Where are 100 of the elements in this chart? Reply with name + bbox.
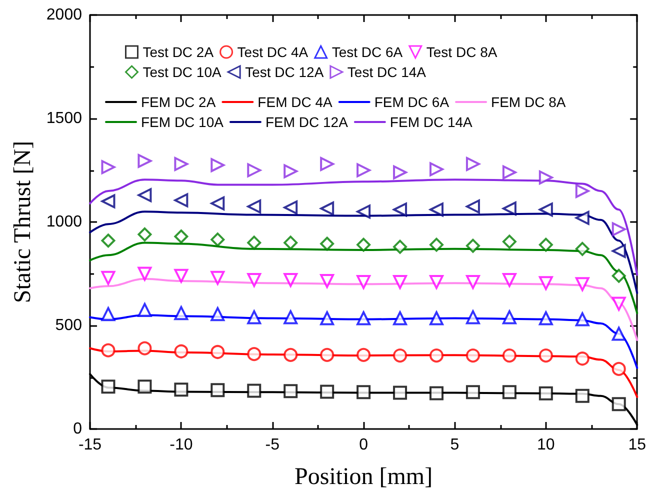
y-tick-label: 1000 [46,214,82,230]
point [101,234,116,248]
y-tick-label: 0 [73,420,82,438]
point [502,272,516,287]
point [502,165,516,180]
point [430,386,444,400]
legend-label: Test DC 6A [332,44,404,60]
point [393,311,408,326]
point [247,310,262,324]
point [320,348,334,362]
point [575,184,590,198]
point [466,238,480,253]
x-tick-label: -10 [170,436,193,454]
y-tick-label: 500 [55,317,82,334]
point [575,277,590,292]
point [101,380,116,394]
point [538,348,553,363]
point [393,348,408,363]
point [502,310,516,324]
point [356,275,371,290]
point [284,384,298,398]
point [138,341,152,356]
point [138,302,152,317]
point [210,383,225,398]
point [247,236,262,250]
y-tick-label: 2000 [46,6,82,24]
point [174,193,188,208]
point [430,348,444,363]
point [356,385,371,400]
point [538,238,553,252]
legend-label: Test DC 4A [237,44,309,60]
point [210,345,225,359]
point [356,238,371,252]
point [320,202,334,216]
point [393,165,408,180]
point [320,384,334,399]
x-tick-label: 0 [359,436,368,454]
point [210,232,225,247]
point [138,266,152,281]
point [138,227,152,242]
legend-label: Test DC 2A [142,44,214,60]
point [356,348,371,362]
point [247,163,262,178]
point [210,196,225,210]
point [612,244,626,258]
point [538,386,553,400]
point [393,240,408,254]
point [575,312,590,326]
point [284,164,298,178]
x-axis-title: Position [mm] [294,464,433,490]
point [101,194,116,208]
legend-label: FEM DC 4A [258,94,334,110]
point [138,188,152,202]
point [466,199,480,214]
point [247,272,262,287]
point [612,397,626,412]
point [466,275,480,290]
point [502,234,516,249]
point [320,274,334,288]
point [612,222,626,236]
point [320,311,334,326]
point [466,348,480,363]
legend-label: FEM DC 14A [390,114,474,130]
point [466,157,480,172]
point [247,347,262,362]
point [430,238,444,252]
point [101,343,116,358]
point [210,270,225,285]
point [612,362,626,376]
point [612,296,626,311]
point [538,276,553,290]
legend-label: Test DC 12A [245,64,324,80]
point [430,311,444,326]
point [101,160,116,174]
point [575,210,590,225]
point [174,268,188,283]
point [502,202,516,216]
point [284,348,298,362]
point [356,311,371,326]
point [174,157,188,172]
point [210,158,225,172]
point [138,154,152,168]
point [575,352,590,366]
point [138,380,152,394]
point [612,326,626,341]
point [247,199,262,214]
point [538,170,553,184]
point [430,202,444,217]
point [356,204,371,219]
point [174,344,188,358]
point [174,306,188,320]
point [284,310,298,324]
point [430,275,444,290]
point [174,382,188,397]
legend-label: Test DC 14A [347,64,427,80]
legend-label: FEM DC 8A [491,94,566,110]
point [575,242,590,256]
point [101,307,116,322]
point [575,388,590,403]
x-tick-label: 10 [537,436,555,454]
